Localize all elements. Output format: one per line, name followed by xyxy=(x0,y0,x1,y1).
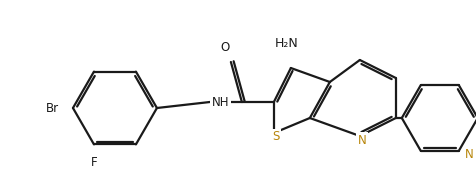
Text: Br: Br xyxy=(46,101,59,114)
Text: F: F xyxy=(90,156,97,169)
Text: N: N xyxy=(357,134,366,146)
Text: H₂N: H₂N xyxy=(275,37,299,50)
Text: NH: NH xyxy=(212,96,229,108)
Text: N: N xyxy=(465,148,474,161)
Text: O: O xyxy=(220,41,229,54)
Text: S: S xyxy=(272,130,279,143)
